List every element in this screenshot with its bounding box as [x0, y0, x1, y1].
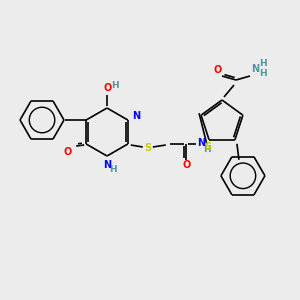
Text: O: O	[214, 65, 222, 75]
Text: H: H	[259, 70, 267, 79]
Text: N: N	[197, 138, 205, 148]
Text: O: O	[104, 83, 112, 93]
Text: S: S	[144, 143, 151, 153]
Text: H: H	[109, 166, 117, 175]
Text: H: H	[203, 145, 211, 154]
Text: O: O	[63, 147, 71, 157]
Text: N: N	[251, 64, 259, 74]
Text: H: H	[259, 59, 267, 68]
Text: N: N	[103, 160, 111, 170]
Text: H: H	[111, 80, 119, 89]
Text: O: O	[183, 160, 191, 170]
Text: N: N	[132, 111, 140, 121]
Text: S: S	[205, 142, 212, 152]
